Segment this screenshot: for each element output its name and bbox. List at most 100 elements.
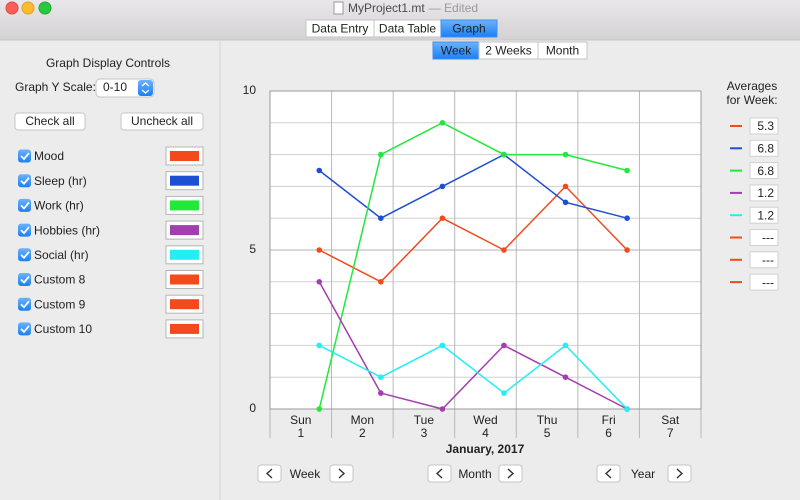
button-body bbox=[14, 112, 86, 131]
y-tick-label: 0 bbox=[249, 401, 256, 415]
segment[interactable]: Data Table bbox=[373, 19, 442, 38]
color-well[interactable] bbox=[165, 319, 204, 339]
legend-title: for Week: bbox=[726, 93, 777, 107]
data-point bbox=[624, 167, 630, 174]
chevron bbox=[435, 468, 443, 479]
next-button[interactable] bbox=[667, 464, 692, 483]
legend-average: 6.8 bbox=[757, 141, 774, 155]
segment[interactable]: Month bbox=[537, 41, 588, 60]
data-point bbox=[316, 247, 323, 253]
data-point bbox=[316, 167, 323, 174]
data-point bbox=[501, 151, 507, 158]
data-point bbox=[439, 406, 446, 412]
y-scale-popup[interactable]: 0-10 bbox=[95, 78, 155, 98]
segment-label: Data Table bbox=[379, 22, 436, 36]
checkmark bbox=[20, 275, 30, 284]
button-body bbox=[120, 112, 204, 131]
chevron bbox=[507, 468, 515, 479]
data-point bbox=[439, 215, 446, 221]
color-well[interactable] bbox=[165, 195, 204, 215]
series-line bbox=[318, 344, 628, 410]
data-point bbox=[439, 342, 446, 349]
legend-average: --- bbox=[762, 253, 774, 267]
next-button[interactable] bbox=[498, 464, 523, 483]
legend-value-box bbox=[749, 206, 779, 224]
plot-frame bbox=[269, 90, 702, 410]
popup-chevrons bbox=[141, 82, 150, 94]
previous-button[interactable] bbox=[427, 464, 452, 483]
data-point bbox=[439, 183, 446, 190]
series-line bbox=[318, 121, 628, 410]
data-point bbox=[439, 120, 446, 126]
button-body bbox=[498, 464, 523, 483]
previous-button[interactable] bbox=[257, 464, 282, 483]
color-swatch bbox=[170, 274, 199, 285]
x-tick-label: Sun bbox=[290, 413, 311, 427]
close-button[interactable] bbox=[5, 1, 19, 15]
data-point bbox=[378, 374, 384, 381]
segment[interactable]: Graph bbox=[440, 19, 498, 38]
data-point bbox=[378, 390, 384, 396]
x-tick-label: Fri bbox=[602, 413, 616, 427]
series-toggle[interactable]: Custom 10 bbox=[18, 322, 92, 336]
color-well[interactable] bbox=[165, 171, 204, 191]
color-well[interactable] bbox=[165, 220, 204, 240]
segment[interactable]: Week bbox=[432, 41, 480, 60]
color-well[interactable] bbox=[165, 294, 204, 314]
segment[interactable]: Data Entry bbox=[305, 19, 375, 38]
button-body bbox=[596, 464, 621, 483]
series-toggle[interactable]: Social (hr) bbox=[18, 248, 89, 262]
legend-value-box bbox=[749, 251, 779, 269]
previous-button[interactable] bbox=[596, 464, 621, 483]
x-tick-day: 5 bbox=[544, 426, 551, 440]
checkmark bbox=[20, 300, 30, 309]
color-well[interactable] bbox=[165, 245, 204, 265]
checkbox bbox=[18, 322, 31, 336]
legend-value-box bbox=[749, 117, 779, 135]
data-point bbox=[562, 374, 569, 381]
edit-status: — Edited bbox=[429, 1, 478, 15]
series-toggle[interactable]: Sleep (hr) bbox=[18, 174, 87, 188]
data-point bbox=[562, 183, 569, 190]
uncheck-all-button[interactable]: Uncheck all bbox=[120, 112, 204, 131]
x-tick-day: 1 bbox=[297, 426, 304, 440]
legend-value-box bbox=[749, 139, 779, 157]
navigation-label: Year bbox=[631, 467, 655, 481]
segment[interactable]: 2 Weeks bbox=[478, 41, 539, 60]
color-well[interactable] bbox=[165, 270, 204, 289]
legend-average: 1.2 bbox=[757, 208, 774, 222]
segment-label: Month bbox=[546, 44, 579, 58]
segment-label: Week bbox=[441, 44, 472, 58]
series-toggle[interactable]: Mood bbox=[18, 149, 64, 163]
color-swatch bbox=[170, 323, 199, 334]
series-toggle[interactable]: Custom 8 bbox=[18, 273, 86, 287]
color-well[interactable] bbox=[165, 146, 204, 166]
minimize-button[interactable] bbox=[21, 1, 35, 15]
color-swatch bbox=[170, 225, 199, 236]
data-point bbox=[624, 406, 630, 412]
checkmark bbox=[20, 251, 30, 260]
checkbox bbox=[18, 174, 31, 188]
color-swatch bbox=[170, 200, 199, 211]
button-label: Check all bbox=[25, 114, 74, 128]
next-button[interactable] bbox=[329, 464, 354, 483]
data-point bbox=[624, 247, 630, 253]
series-toggle[interactable]: Hobbies (hr) bbox=[18, 223, 100, 237]
zoom-button[interactable] bbox=[38, 1, 52, 15]
popup-arrows bbox=[138, 80, 153, 96]
series-toggle[interactable]: Work (hr) bbox=[18, 199, 84, 213]
series-name: Hobbies (hr) bbox=[34, 223, 100, 237]
x-tick-day: 3 bbox=[421, 426, 428, 440]
legend-value-box bbox=[749, 273, 779, 291]
check-all-button[interactable]: Check all bbox=[14, 112, 86, 131]
checkmark bbox=[20, 152, 30, 161]
series-name: Social (hr) bbox=[34, 248, 89, 262]
series-toggle[interactable]: Custom 9 bbox=[18, 297, 86, 311]
series-line bbox=[318, 281, 628, 410]
data-point bbox=[624, 215, 630, 221]
segment-label: Graph bbox=[452, 22, 485, 36]
x-axis-title: January, 2017 bbox=[446, 442, 525, 456]
navigation-label: Month bbox=[458, 467, 491, 481]
data-point bbox=[562, 199, 569, 206]
